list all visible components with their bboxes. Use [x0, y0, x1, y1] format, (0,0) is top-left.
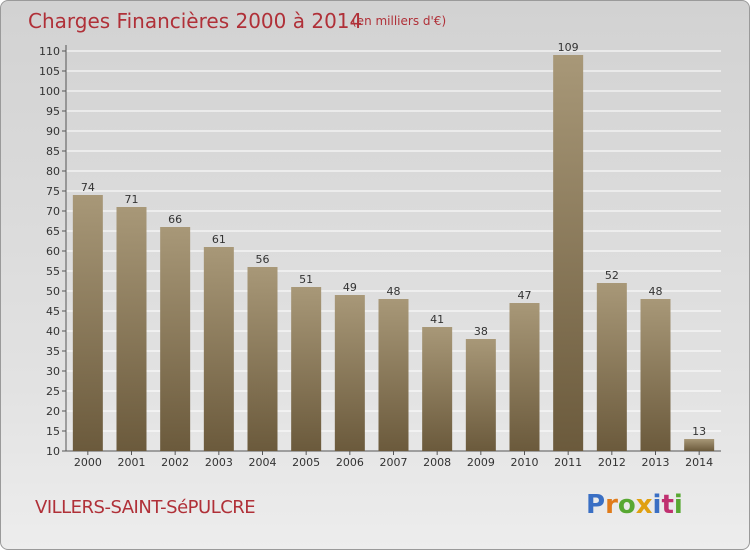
y-tick-label: 100 — [39, 85, 60, 98]
y-tick-label: 30 — [46, 365, 60, 378]
logo-letter: t — [661, 490, 674, 520]
logo-letter: i — [652, 490, 662, 520]
y-tick-label: 50 — [46, 285, 60, 298]
value-label: 49 — [343, 281, 357, 294]
proxiti-logo[interactable]: Proxiti — [586, 490, 683, 520]
x-tick-label: 2007 — [380, 456, 408, 469]
x-tick-label: 2008 — [423, 456, 451, 469]
bars — [72, 55, 715, 451]
x-tick-label: 2003 — [205, 456, 233, 469]
value-label: 109 — [558, 41, 579, 54]
value-label: 51 — [299, 273, 313, 286]
y-tick-label: 15 — [46, 425, 60, 438]
y-tick-label: 85 — [46, 145, 60, 158]
bar-2002 — [160, 227, 191, 451]
bar-2006 — [334, 295, 365, 451]
bar-2005 — [291, 287, 322, 451]
x-tick-label: 2002 — [161, 456, 189, 469]
y-tick-label: 35 — [46, 345, 60, 358]
bar-2000 — [72, 195, 103, 451]
y-tick-label: 65 — [46, 225, 60, 238]
value-label: 38 — [474, 325, 488, 338]
bar-2013 — [640, 299, 671, 451]
x-tick-label: 2000 — [74, 456, 102, 469]
value-label: 71 — [125, 193, 139, 206]
y-tick-label: 110 — [39, 45, 60, 58]
y-tick-label: 55 — [46, 265, 60, 278]
x-tick-label: 2004 — [249, 456, 277, 469]
bar-2004 — [247, 267, 278, 451]
chart-subtitle: (en milliers d'€) — [352, 14, 447, 28]
value-label: 66 — [168, 213, 182, 226]
y-tick-label: 10 — [46, 445, 60, 458]
logo-letter: r — [605, 490, 618, 520]
y-tick-label: 75 — [46, 185, 60, 198]
logo-letter: o — [617, 490, 636, 520]
value-label: 13 — [692, 425, 706, 438]
bar-2010 — [509, 303, 540, 451]
bar-2014 — [684, 439, 715, 451]
logo-letter: x — [635, 490, 653, 520]
value-label: 56 — [256, 253, 270, 266]
bar-2011 — [553, 55, 584, 451]
value-label: 41 — [430, 313, 444, 326]
x-tick-label: 2001 — [118, 456, 146, 469]
y-tick-label: 80 — [46, 165, 60, 178]
x-tick-label: 2013 — [642, 456, 670, 469]
bar-2001 — [116, 207, 147, 451]
y-tick-label: 95 — [46, 105, 60, 118]
chart-title: Charges Financières 2000 à 2014 — [28, 9, 363, 33]
x-tick-label: 2009 — [467, 456, 495, 469]
y-tick-label: 60 — [46, 245, 60, 258]
bar-2012 — [596, 283, 627, 451]
x-tick-label: 2012 — [598, 456, 626, 469]
x-tick-label: 2010 — [511, 456, 539, 469]
bar-2008 — [422, 327, 453, 451]
value-label: 74 — [81, 181, 95, 194]
x-tick-label: 2014 — [685, 456, 713, 469]
x-tick-label: 2011 — [554, 456, 582, 469]
bar-2007 — [378, 299, 409, 451]
logo-letter: i — [673, 490, 683, 520]
value-label: 48 — [387, 285, 401, 298]
y-tick-label: 45 — [46, 305, 60, 318]
value-label: 61 — [212, 233, 226, 246]
commune-name: VILLERS-SAINT-SéPULCRE — [35, 497, 256, 518]
y-tick-label: 20 — [46, 405, 60, 418]
y-tick-label: 90 — [46, 125, 60, 138]
value-label: 52 — [605, 269, 619, 282]
labels: 74 2000 71 2001 66 2002 61 2003 56 2004 51 2005 49 20… — [74, 41, 713, 469]
bar-2003 — [203, 247, 234, 451]
x-tick-label: 2006 — [336, 456, 364, 469]
y-tick-label: 105 — [39, 65, 60, 78]
y-tick-label: 40 — [46, 325, 60, 338]
value-label: 47 — [518, 289, 532, 302]
logo-letter: P — [586, 490, 606, 520]
x-tick-label: 2005 — [292, 456, 320, 469]
y-tick-label: 70 — [46, 205, 60, 218]
bar-2009 — [465, 339, 496, 451]
value-label: 48 — [649, 285, 663, 298]
y-tick-label: 25 — [46, 385, 60, 398]
